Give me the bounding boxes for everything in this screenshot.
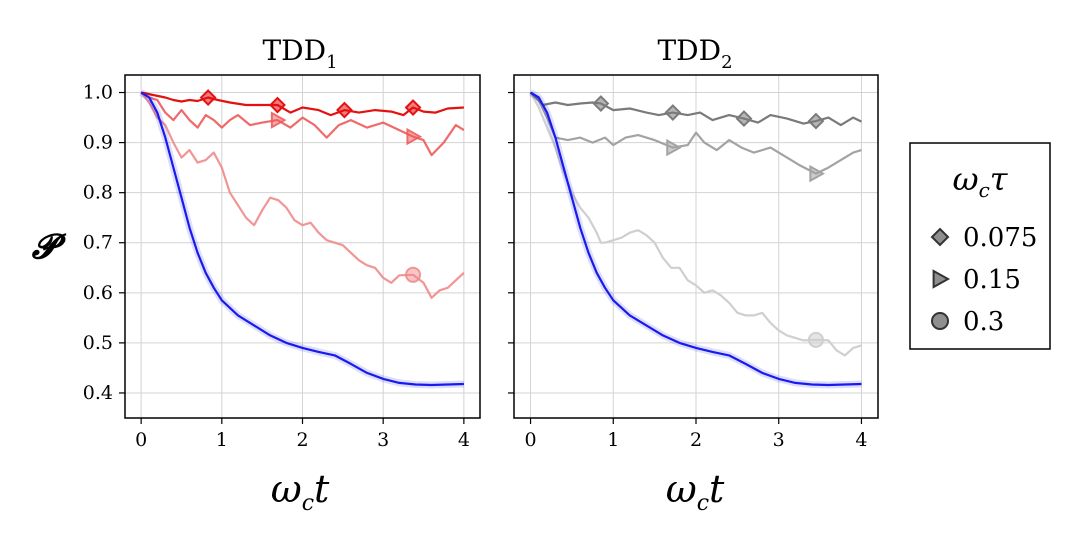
- series-marker-0.3: [807, 331, 824, 348]
- y-tick-label: 0.7: [83, 232, 113, 254]
- legend-marker-diamond: [930, 227, 950, 247]
- x-axis-label-2: ωct: [666, 467, 725, 516]
- series-marker-0.15: [809, 164, 826, 183]
- series-line-reference: [140, 91, 464, 387]
- legend-label: 0.15: [963, 265, 1021, 295]
- panel2-title: TDD2: [657, 34, 732, 73]
- legend: ωcτ 0.075 0.15 0.3: [909, 142, 1051, 350]
- series-marker-0.075: [735, 110, 753, 127]
- x-tick-label: 1: [607, 429, 619, 451]
- y-tick-label: 0.6: [83, 282, 113, 304]
- y-tick-label: 0.9: [83, 132, 113, 154]
- x-tick-label: 4: [458, 429, 470, 451]
- series-marker-0.075: [404, 99, 422, 116]
- series-line-reference: [529, 91, 862, 387]
- series-marker-0.075: [269, 96, 286, 114]
- series-marker-0.15: [666, 138, 682, 157]
- x-tick-label: 2: [690, 429, 702, 451]
- series-marker-0.3: [405, 266, 422, 283]
- series-marker-0.075: [199, 89, 217, 106]
- series-line-0.3: [529, 91, 862, 357]
- panel1-title: TDD1: [262, 34, 337, 73]
- series-line-0.15: [529, 91, 862, 175]
- legend-label: 0.3: [963, 307, 1004, 337]
- x-tick-label: 4: [855, 429, 867, 451]
- legend-marker-triangle: [932, 269, 951, 289]
- legend-frame: [909, 142, 1051, 350]
- series-marker-0.075: [807, 112, 825, 130]
- x-axis-label-1: ωct: [271, 467, 330, 516]
- series-marker-0.075: [664, 104, 682, 121]
- series-marker-0.15: [270, 111, 287, 129]
- legend-title: ωcτ: [953, 160, 1009, 202]
- x-tick-label: 1: [216, 429, 228, 451]
- panel-tdd1: 0 1 2 3 4 0.4 0.5 0.6 0.7 0.8 0.9 1.0: [83, 74, 481, 451]
- x-tick-label: 3: [773, 429, 785, 451]
- series-line-0.15: [140, 91, 465, 157]
- legend-marker-circle: [931, 312, 949, 330]
- series-marker-0.075: [592, 95, 610, 112]
- y-tick-label: 0.5: [83, 332, 113, 354]
- legend-label: 0.075: [963, 223, 1037, 253]
- y-tick-label: 0.8: [83, 182, 113, 204]
- x-tick-label: 3: [377, 429, 389, 451]
- y-tick-label: 1.0: [83, 82, 113, 104]
- panel-tdd2: 0 1 2 3 4: [508, 74, 879, 451]
- series-marker-0.075: [336, 101, 353, 119]
- x-tick-label: 0: [135, 429, 147, 451]
- x-tick-label: 2: [296, 429, 308, 451]
- x-tick-label: 0: [524, 429, 536, 451]
- series-marker-0.15: [406, 127, 423, 146]
- y-tick-label: 0.4: [83, 382, 113, 404]
- y-axis-label: 𝓟: [32, 227, 67, 267]
